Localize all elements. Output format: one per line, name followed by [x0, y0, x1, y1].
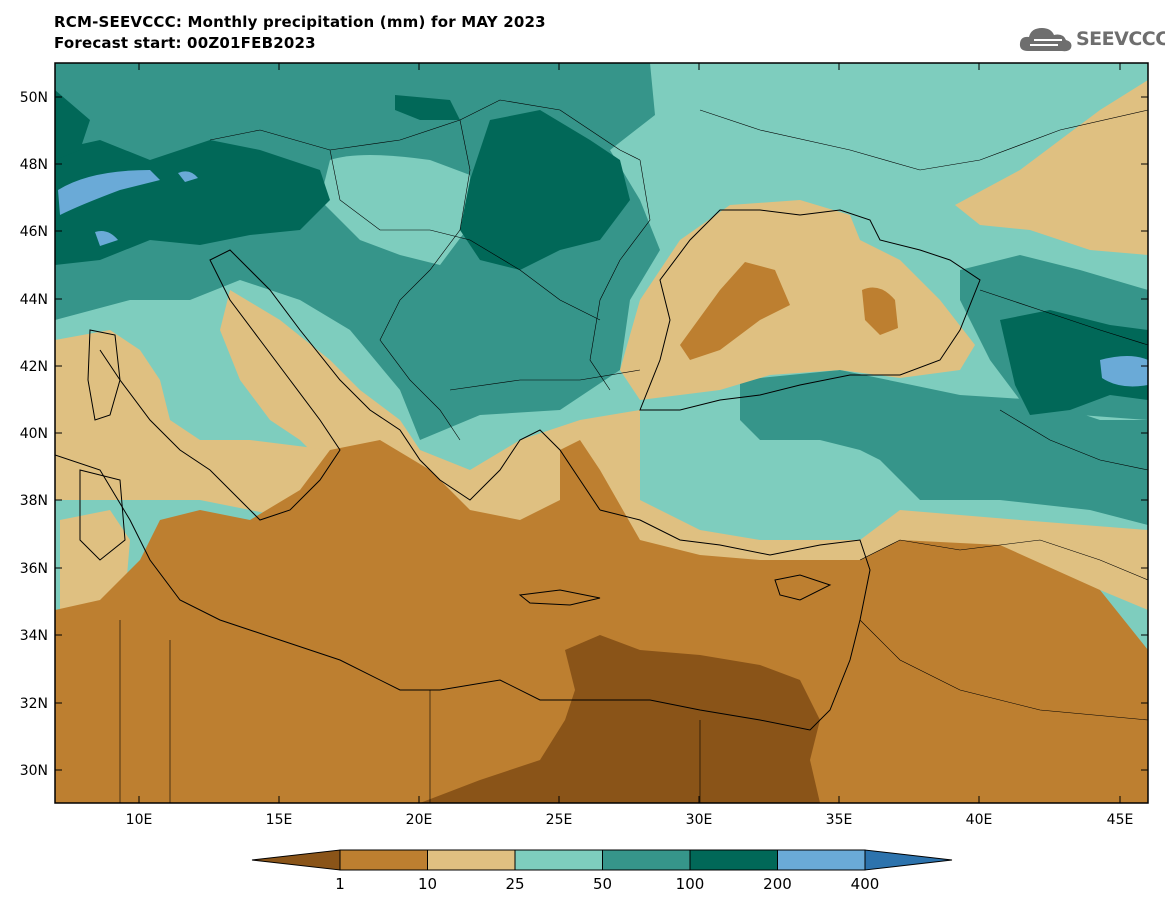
colorbar-level-label: 10	[417, 875, 438, 893]
colorbar-segment	[777, 849, 866, 871]
precip-zone-alps-north	[55, 90, 90, 160]
colorbar-level-label: 200	[763, 875, 792, 893]
lon-label: 15E	[266, 812, 293, 828]
lon-label: 10E	[126, 812, 153, 828]
lat-label: 34N	[20, 628, 48, 644]
axis-layer: 50N 48N 46N 44N 42N 40N 38N 36N 34N 32N 30N 10E 15E 2…	[20, 63, 1148, 828]
seevccc-logo: SEEVCCC	[1018, 24, 1165, 56]
colorbar	[251, 849, 953, 871]
precip-zone-caucasus-core	[1000, 310, 1148, 415]
country-borders	[119, 99, 1148, 803]
precipitation-field	[55, 63, 1148, 803]
colorbar-level-label: 50	[592, 875, 613, 893]
colorbar-segment	[427, 849, 516, 871]
lat-label: 50N	[20, 90, 48, 106]
lon-label: 35E	[826, 812, 853, 828]
colorbar-segment	[602, 849, 691, 871]
colorbar-level-label: 100	[675, 875, 705, 893]
precip-zone-mediterranean	[55, 440, 1148, 803]
colorbar-segment	[689, 849, 778, 871]
lat-label: 30N	[20, 763, 48, 779]
precip-zone-black-sea-dry	[680, 262, 790, 360]
colorbar-arrow-left	[251, 849, 341, 871]
logo-text: SEEVCCC	[1076, 28, 1165, 50]
precip-spot-caucasus	[1100, 356, 1148, 387]
colorbar-level-label: 400	[850, 875, 880, 893]
lat-label: 36N	[20, 561, 48, 577]
precip-spot-alps-2	[95, 231, 118, 246]
lat-label: 40N	[20, 426, 48, 442]
precip-spot-alps-1	[58, 170, 160, 215]
lat-label: 42N	[20, 359, 48, 375]
precip-zone-adriatic-italy	[220, 290, 420, 470]
lon-label: 45E	[1107, 812, 1134, 828]
lon-label: 20E	[406, 812, 433, 828]
precip-zone-east	[955, 80, 1148, 255]
precip-zone-carpathians	[460, 110, 630, 270]
colorbar-segment	[514, 849, 603, 871]
map-title: RCM-SEEVCCC: Monthly precipitation (mm) …	[54, 13, 546, 31]
lon-label: 30E	[686, 812, 713, 828]
lat-label: 44N	[20, 292, 48, 308]
precip-zone-med-north	[55, 330, 1148, 610]
precip-zone-lowland	[320, 155, 470, 265]
lat-label: 38N	[20, 493, 48, 509]
lon-label: 40E	[966, 812, 993, 828]
cloud-logo-icon	[1019, 28, 1072, 52]
colorbar-segment	[339, 849, 428, 871]
precip-zone-carpathians-west	[395, 95, 460, 120]
lat-label: 48N	[20, 157, 48, 173]
colorbar-level-label: 1	[335, 875, 345, 893]
coastlines	[55, 209, 981, 731]
precip-zone-egypt	[420, 635, 820, 803]
lat-label: 32N	[20, 696, 48, 712]
precip-zone-black-sea-dry-2	[862, 287, 898, 335]
forecast-start-label: Forecast start: 00Z01FEB2023	[54, 34, 316, 52]
lat-label: 46N	[20, 224, 48, 240]
colorbar-arrow-right	[864, 849, 953, 871]
precip-spot-alps-3	[178, 171, 198, 182]
colorbar-level-label: 25	[505, 875, 525, 893]
lon-label: 25E	[546, 812, 573, 828]
